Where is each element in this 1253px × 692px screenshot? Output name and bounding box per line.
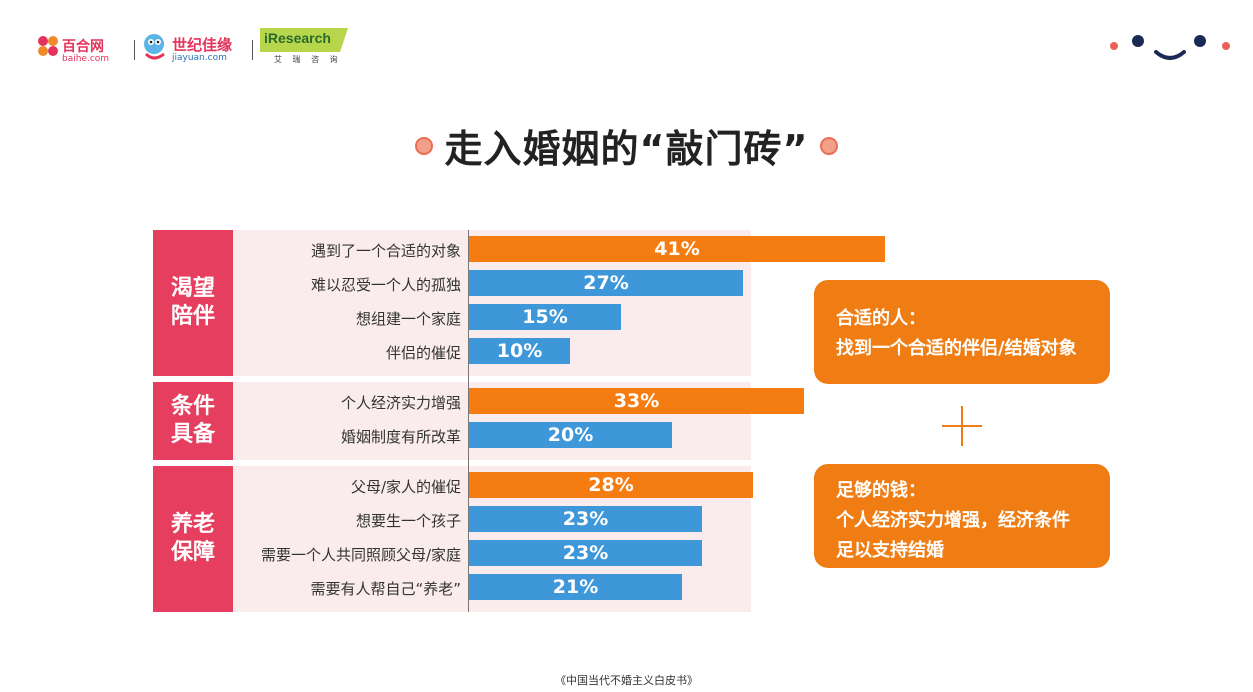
category-label: 父母/家人的催促	[350, 478, 461, 496]
bar-value-label: 41%	[654, 238, 700, 260]
bar-value-label: 23%	[562, 542, 609, 564]
plus-icon	[942, 406, 982, 446]
baihe-url: baihe.com	[62, 54, 110, 64]
category-label: 想组建一个家庭	[355, 310, 461, 328]
group-label-line: 具备	[170, 422, 215, 447]
iresearch-badge-icon	[260, 28, 348, 52]
group-label: 养老 保障	[153, 466, 233, 612]
card2-text-line1: 个人经济实力增强，经济条件	[836, 510, 1070, 531]
bar	[469, 236, 885, 262]
group-label-line: 条件	[170, 394, 215, 419]
bar	[469, 422, 672, 448]
bar-value-label: 27%	[583, 272, 629, 294]
group-label: 条件 具备	[153, 382, 233, 460]
page-title: 走入婚姻的“敲门砖”	[444, 127, 809, 171]
bar	[469, 506, 702, 532]
iresearch-name: iResearch	[264, 30, 331, 46]
group-label: 渴望 陪伴	[153, 230, 233, 376]
category-label: 想要生一个孩子	[355, 512, 461, 530]
category-label: 伴侣的催促	[385, 344, 461, 362]
jiayuan-mascot-icon	[144, 34, 165, 60]
category-label: 需要一个人共同照顾父母/家庭	[260, 546, 461, 564]
jiayuan-name: 世纪佳缘	[172, 36, 233, 54]
group-label-line: 渴望	[170, 276, 215, 301]
bar-value-label: 20%	[547, 424, 594, 446]
group-label-line: 养老	[170, 512, 215, 537]
bar-chart: 渴望陪伴 遇到了一个合适的对象 41% 难以忍受一个人的孤独 27% 想组建一个家庭 15%…	[153, 230, 885, 612]
title-dot-left-icon	[415, 136, 434, 155]
bar	[469, 270, 743, 296]
baihe-logo: 百合网 baihe.com	[36, 34, 132, 66]
logo-divider	[134, 40, 135, 60]
footer-source: 《中国当代不婚主义白皮书》	[555, 674, 698, 687]
card2-heading: 足够的钱：	[836, 480, 926, 501]
logo-divider	[252, 40, 253, 60]
bar	[469, 540, 702, 566]
bar	[469, 338, 570, 364]
iresearch-logo: iResearch 艾 瑞 咨 询	[260, 26, 348, 70]
jiayuan-url: jiayuan.com	[172, 53, 227, 63]
bar-value-label: 21%	[552, 576, 599, 598]
baihe-name: 百合网	[62, 39, 104, 55]
bar	[469, 304, 621, 330]
category-label: 难以忍受一个人的孤独	[310, 276, 461, 294]
bar-value-label: 10%	[496, 340, 543, 362]
card1-text: 找到一个合适的伴侣/结婚对象	[836, 338, 1077, 359]
bar	[469, 574, 682, 600]
bar	[469, 388, 804, 414]
bar-value-label: 23%	[562, 508, 609, 530]
bar-value-label: 15%	[522, 306, 568, 328]
card2-text-line2: 足以支持结婚	[836, 540, 944, 561]
bar-value-label: 33%	[613, 390, 660, 412]
bar	[469, 472, 753, 498]
title-dot-right-icon	[819, 136, 838, 155]
right-person-card: 合适的人： 找到一个合适的伴侣/结婚对象	[814, 280, 1110, 384]
category-label: 遇到了一个合适的对象	[310, 242, 461, 260]
category-label: 需要有人帮自己“养老”	[310, 580, 461, 598]
group-label-line: 保障	[170, 540, 215, 565]
category-label: 婚姻制度有所改革	[340, 428, 461, 446]
bar-value-label: 28%	[588, 474, 634, 496]
smiley-face-icon	[1110, 35, 1230, 60]
category-label: 个人经济实力增强	[340, 394, 461, 412]
card1-heading: 合适的人：	[836, 308, 926, 329]
chart-axis	[468, 230, 469, 612]
group-label-line: 陪伴	[170, 304, 215, 329]
iresearch-subtitle: 艾 瑞 咨 询	[274, 55, 342, 64]
jiayuan-logo: 世纪佳缘 jiayuan.com	[140, 32, 250, 66]
right-money-card: 足够的钱： 个人经济实力增强，经济条件 足以支持结婚	[814, 464, 1110, 568]
title-row: 走入婚姻的“敲门砖”	[0, 118, 1253, 173]
baihe-hearts-icon	[38, 36, 58, 56]
